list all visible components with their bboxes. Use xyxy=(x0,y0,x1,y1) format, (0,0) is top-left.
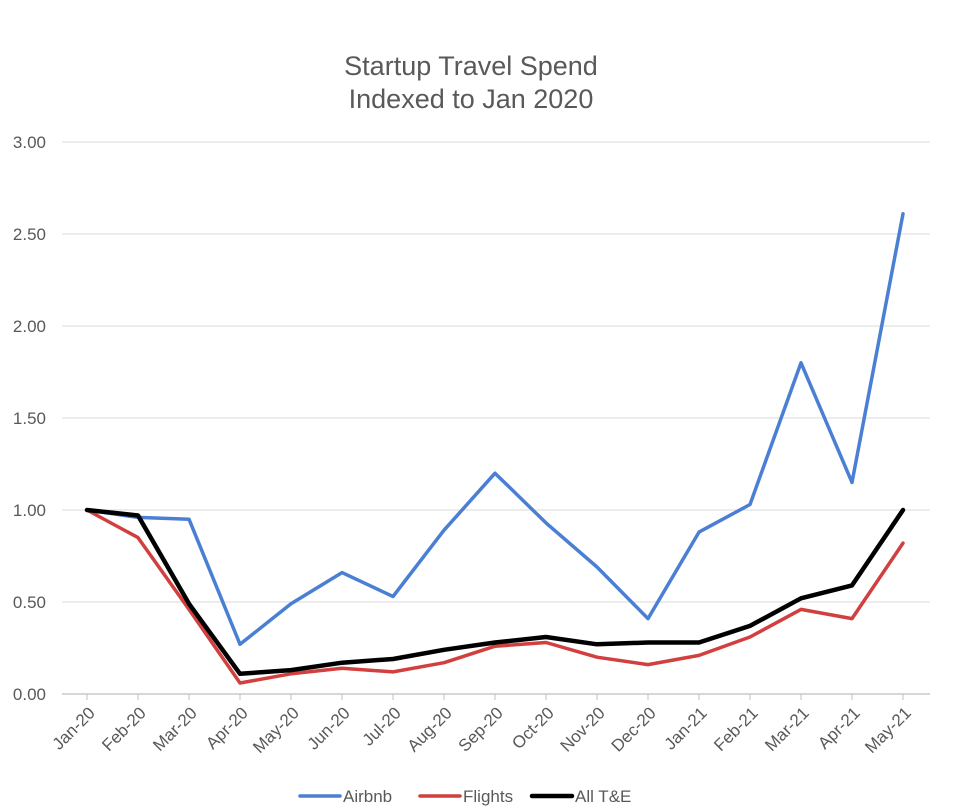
x-tick-label: Dec-20 xyxy=(608,703,660,755)
x-tick-label: Oct-20 xyxy=(508,703,558,753)
x-tick-label: Aug-20 xyxy=(404,703,456,755)
series-lines xyxy=(84,212,906,685)
series-line-flights xyxy=(85,508,905,685)
y-axis-ticks: 0.00 0.50 1.00 1.50 2.00 2.50 3.00 xyxy=(13,133,46,704)
x-tick-label: May-21 xyxy=(861,703,915,757)
x-tick-label: Feb-21 xyxy=(710,703,762,755)
legend-label: Flights xyxy=(463,787,513,806)
x-tick-label: Sep-20 xyxy=(455,703,507,755)
series-line-all-t-e xyxy=(84,507,906,677)
y-tick-label: 0.50 xyxy=(13,593,46,612)
x-tick-label: Mar-21 xyxy=(761,703,813,755)
x-tick-label: Mar-20 xyxy=(149,703,201,755)
x-tick-label: Nov-20 xyxy=(557,703,609,755)
x-tick-label: Apr-20 xyxy=(202,703,252,753)
x-tick-label: Apr-21 xyxy=(814,703,864,753)
chart-title-line-1: Startup Travel Spend xyxy=(344,51,598,81)
series-line-airbnb xyxy=(85,212,905,647)
x-tick-label: Jul-20 xyxy=(359,703,405,749)
y-tick-label: 2.00 xyxy=(13,317,46,336)
x-tick-label: Jun-20 xyxy=(304,703,354,753)
legend: Airbnb Flights All T&E xyxy=(298,787,631,806)
y-tick-label: 0.00 xyxy=(13,685,46,704)
legend-label: All T&E xyxy=(575,787,631,806)
x-tick-label: Feb-20 xyxy=(98,703,150,755)
chart-title-line-2: Indexed to Jan 2020 xyxy=(349,84,594,114)
x-tick-label: May-20 xyxy=(249,703,303,757)
y-tick-label: 3.00 xyxy=(13,133,46,152)
legend-label: Airbnb xyxy=(343,787,392,806)
x-tick-label: Jan-20 xyxy=(49,703,99,753)
y-tick-label: 1.00 xyxy=(13,501,46,520)
x-tick-label: Jan-21 xyxy=(661,703,711,753)
y-tick-label: 2.50 xyxy=(13,225,46,244)
y-tick-label: 1.50 xyxy=(13,409,46,428)
gridlines xyxy=(62,141,930,695)
